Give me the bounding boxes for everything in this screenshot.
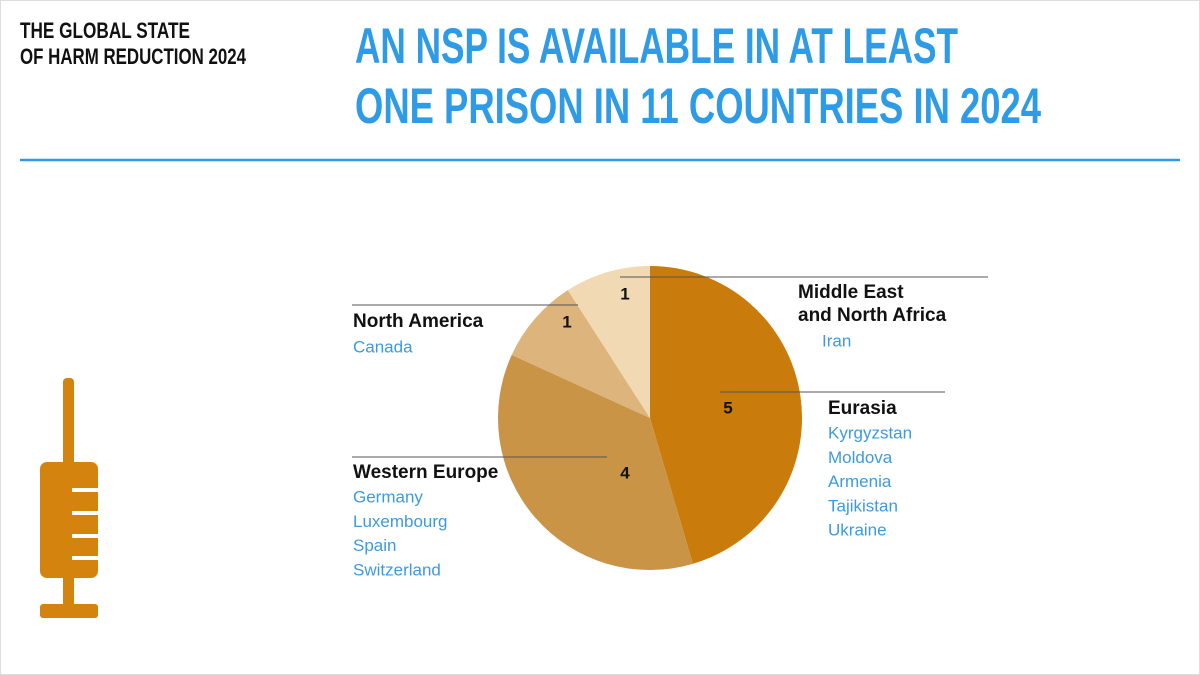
country-label: Moldova [828, 448, 893, 467]
value-label: 4 [620, 463, 630, 482]
country-label: Germany [353, 487, 423, 506]
value-label: 1 [620, 284, 629, 303]
pie-slice [497, 354, 693, 570]
category-label: Western Europe [353, 462, 498, 483]
country-label: Spain [353, 536, 396, 555]
country-label: Kyrgyzstan [828, 423, 912, 442]
value-label: 1 [562, 312, 571, 331]
country-label: Armenia [828, 472, 892, 491]
country-label: Tajikistan [828, 496, 898, 515]
category-label: Middle East and North Africa [798, 282, 947, 326]
pie-slice [567, 266, 650, 418]
country-label: Ukraine [828, 521, 887, 540]
country-label: Luxembourg [353, 512, 448, 531]
value-label: 5 [723, 398, 732, 417]
category-label: Eurasia [828, 398, 897, 419]
pie-slice [650, 266, 803, 564]
source-line: OF HARM REDUCTION 2024 [20, 44, 247, 69]
pie-slice [511, 290, 650, 418]
country-label: Canada [353, 337, 413, 356]
category-label-line: Middle East [798, 282, 904, 303]
country-label: Iran [822, 331, 851, 350]
country-label: Switzerland [353, 560, 441, 579]
category-label-line: and North Africa [798, 305, 947, 326]
chart-title: ONE PRISON IN 11 COUNTRIES IN 2024 [355, 78, 1041, 134]
syringe-icon [40, 378, 98, 618]
category-label: North America [353, 311, 484, 332]
chart-title: AN NSP IS AVAILABLE IN AT LEAST [355, 18, 958, 74]
source-line: THE GLOBAL STATE [20, 18, 190, 43]
